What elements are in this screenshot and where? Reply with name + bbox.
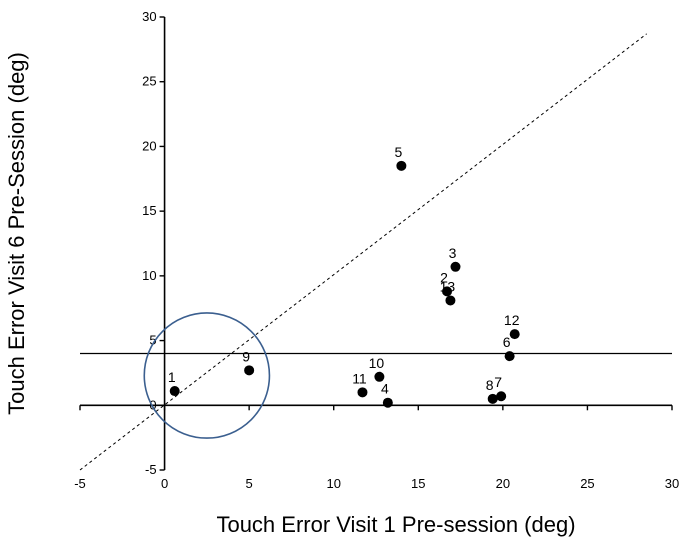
point-label: 9 bbox=[242, 348, 250, 364]
data-point bbox=[442, 286, 453, 297]
y-tick-label: 30 bbox=[142, 9, 156, 24]
point-label: 1 bbox=[168, 369, 176, 385]
point-label: 6 bbox=[503, 334, 511, 350]
x-tick-label: 10 bbox=[326, 476, 340, 491]
data-point bbox=[445, 295, 456, 306]
x-tick-label: -5 bbox=[74, 476, 86, 491]
y-axis-title: Touch Error Visit 6 Pre-Session (deg) bbox=[4, 52, 29, 415]
y-tick-label: 20 bbox=[142, 138, 156, 153]
data-point bbox=[244, 365, 255, 376]
point-label: 11 bbox=[352, 370, 367, 386]
highlight-circle-group bbox=[143, 312, 271, 439]
data-point bbox=[496, 391, 507, 402]
y-tick-label: 10 bbox=[142, 268, 156, 283]
x-tick-label: 5 bbox=[246, 476, 253, 491]
y-tick-label: 25 bbox=[142, 74, 156, 89]
identity-dashed-line bbox=[79, 33, 647, 471]
point-label: 4 bbox=[381, 381, 389, 397]
x-tick-label: 0 bbox=[161, 476, 168, 491]
x-axis-title: Touch Error Visit 1 Pre-session (deg) bbox=[216, 512, 575, 537]
x-tick-label: 15 bbox=[411, 476, 425, 491]
point-label: 7 bbox=[494, 374, 502, 390]
data-point bbox=[169, 386, 180, 397]
point-label: 12 bbox=[504, 312, 520, 328]
x-tick-label: 20 bbox=[496, 476, 510, 491]
data-point bbox=[504, 351, 515, 362]
point-label: 13 bbox=[440, 278, 456, 294]
data-point bbox=[396, 160, 407, 171]
data-point bbox=[509, 329, 520, 340]
x-tick-label: 25 bbox=[580, 476, 594, 491]
data-point bbox=[382, 397, 393, 408]
data-point bbox=[357, 387, 368, 398]
reference-lines bbox=[79, 33, 672, 471]
data-point bbox=[450, 261, 461, 272]
point-label: 10 bbox=[369, 355, 385, 371]
x-tick-label: 30 bbox=[665, 476, 679, 491]
y-tick-label: 5 bbox=[149, 333, 156, 348]
point-label: 3 bbox=[449, 245, 457, 261]
point-label: 2 bbox=[440, 269, 448, 285]
point-label: 8 bbox=[486, 377, 494, 393]
y-tick-label: 15 bbox=[142, 203, 156, 218]
y-tick-label: 0 bbox=[149, 397, 156, 412]
point-label: 5 bbox=[394, 144, 402, 160]
data-point bbox=[487, 393, 498, 404]
highlight-circle bbox=[143, 312, 271, 439]
y-tick-label: -5 bbox=[145, 462, 157, 477]
data-point bbox=[374, 371, 385, 382]
